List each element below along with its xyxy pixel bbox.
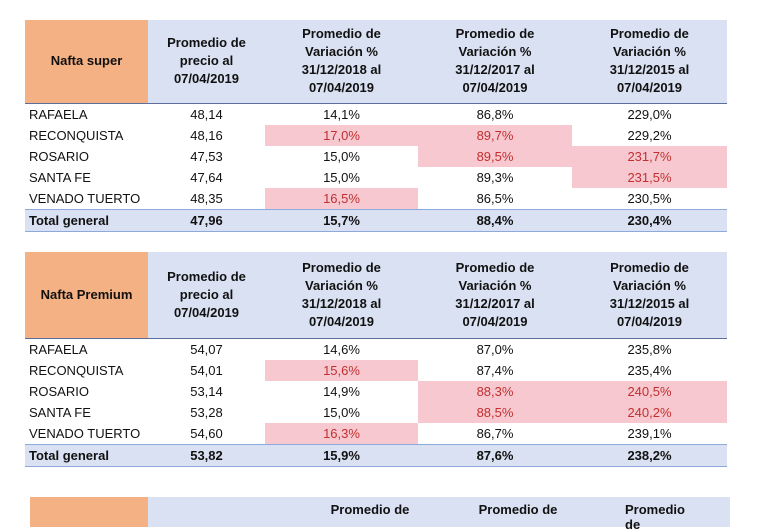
value-cell: 15,6% [265,359,418,381]
value-cell: 48,35 [190,190,223,206]
header-cell: Promedio de Variación % 31/12/2018 al 07… [265,252,418,339]
city-cell: RAFAELA [29,106,88,122]
data-row: RECONQUISTA 48,16 17,0% 89,7% 229,2% [25,124,727,146]
total-cell: 15,7% [265,208,418,232]
data-table: Nafta super Promedio de precio al 07/04/2… [25,20,727,232]
value-cell: 87,0% [476,341,514,357]
data-row: SANTA FE 53,28 15,0% 88,5% 240,2% [25,401,727,423]
header-title: Nafta Premium [25,252,148,339]
data-row: SANTA FE 47,64 15,0% 89,3% 231,5% [25,166,727,188]
total-cell: 238,2% [572,443,727,467]
value-cell: 230,5% [627,190,672,206]
value-cell: 17,0% [265,124,418,146]
data-row: RECONQUISTA 54,01 15,6% 87,4% 235,4% [25,359,727,381]
header-corner [30,497,148,527]
value-cell: 229,2% [627,127,672,143]
data-row: RAFAELA 54,07 14,6% 87,0% 235,8% [25,338,727,360]
data-table: Nafta Premium Promedio de precio al 07/04… [25,252,727,467]
city-cell: RAFAELA [29,341,88,357]
total-row: Total general 53,82 15,9% 87,6% 238,2% [25,443,727,467]
total-cell: 87,6% [418,443,572,467]
value-cell: 14,6% [323,341,360,357]
value-cell: 239,1% [627,425,672,441]
value-cell: 235,8% [627,341,672,357]
value-cell: 231,5% [572,166,727,188]
value-cell: 54,01 [190,362,223,378]
value-cell: 86,7% [476,425,514,441]
city-cell: RECONQUISTA [29,362,124,378]
value-cell: 235,4% [627,362,672,378]
total-cell: 230,4% [572,208,727,232]
value-cell: 47,64 [190,169,223,185]
value-cell: 88,3% [418,380,572,402]
value-cell: 86,8% [476,106,514,122]
total-cell: 88,4% [418,208,572,232]
header-row: Nafta super Promedio de precio al 07/04/2… [25,20,727,104]
value-cell: 86,5% [476,190,514,206]
city-cell: SANTA FE [29,404,91,420]
value-cell: 48,16 [190,127,223,143]
header-cell: Promedio de precio al 07/04/2019 [148,252,265,339]
value-cell: 88,5% [418,401,572,423]
header-cell: Promedio de Variación % 31/12/2018 al 07… [265,20,418,104]
value-cell: 89,3% [476,169,514,185]
data-row: ROSARIO 53,14 14,9% 88,3% 240,5% [25,380,727,402]
page: Nafta super Promedio de precio al 07/04/2… [25,20,730,532]
value-cell: 53,14 [190,383,223,399]
header-cell: Promedio de Variación % 31/12/2017 al 07… [418,252,572,339]
city-cell: ROSARIO [29,383,89,399]
partial-table-header: Promedio de Promedio de Promedio de [30,497,730,532]
city-cell: VENADO TUERTO [29,190,141,206]
header-cell: Promedio de Variación % 31/12/2015 al 07… [572,252,727,339]
value-cell: 87,4% [476,362,514,378]
data-row: VENADO TUERTO 48,35 16,5% 86,5% 230,5% [25,187,727,209]
value-cell: 54,60 [190,425,223,441]
value-cell: 14,9% [323,383,360,399]
total-cell: 47,96 [148,208,265,232]
data-row: VENADO TUERTO 54,60 16,3% 86,7% 239,1% [25,422,727,444]
value-cell: 47,53 [190,148,223,164]
city-cell: SANTA FE [29,169,91,185]
value-cell: 15,0% [323,169,360,185]
value-cell: 54,07 [190,341,223,357]
value-cell: 16,3% [265,422,418,444]
total-label: Total general [25,208,148,232]
value-cell: 15,0% [323,148,360,164]
value-cell: 14,1% [323,106,360,122]
header-cell: Promedio de [625,502,685,532]
total-row: Total general 47,96 15,7% 88,4% 230,4% [25,208,727,232]
value-cell: 16,5% [265,187,418,209]
city-cell: ROSARIO [29,148,89,164]
value-cell: 240,5% [572,380,727,402]
header-cell: Promedio de Variación % 31/12/2015 al 07… [572,20,727,104]
data-row: ROSARIO 47,53 15,0% 89,5% 231,7% [25,145,727,167]
total-label: Total general [25,443,148,467]
value-cell: 231,7% [572,145,727,167]
total-cell: 15,9% [265,443,418,467]
header-cell: Promedio de Variación % 31/12/2017 al 07… [418,20,572,104]
value-cell: 53,28 [190,404,223,420]
header-title: Nafta super [25,20,148,104]
value-cell: 229,0% [627,106,672,122]
value-cell: 240,2% [572,401,727,423]
city-cell: VENADO TUERTO [29,425,141,441]
value-cell: 48,14 [190,106,223,122]
total-cell: 53,82 [148,443,265,467]
data-row: RAFAELA 48,14 14,1% 86,8% 229,0% [25,103,727,125]
header-row: Nafta Premium Promedio de precio al 07/04… [25,252,727,339]
header-cell: Promedio de precio al 07/04/2019 [148,20,265,104]
value-cell: 15,0% [323,404,360,420]
value-cell: 89,7% [418,124,572,146]
value-cell: 89,5% [418,145,572,167]
city-cell: RECONQUISTA [29,127,124,143]
